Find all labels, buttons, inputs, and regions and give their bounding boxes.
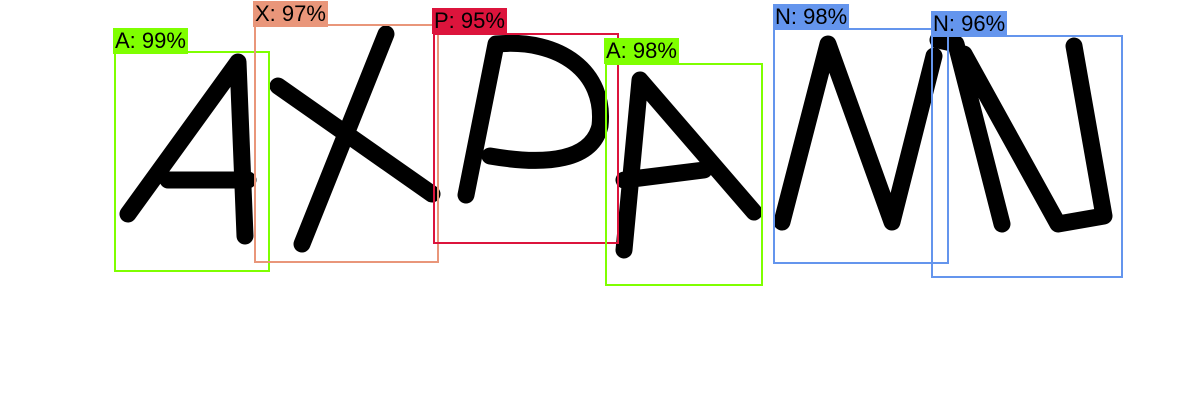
detection-box <box>931 35 1123 278</box>
letter-a-2 <box>615 71 763 259</box>
detection-label: N: 96% <box>931 11 1008 37</box>
letter-n-1 <box>773 35 943 231</box>
letter-n-2 <box>929 31 1113 233</box>
letter-a-1 <box>119 53 257 245</box>
detection-label: P: 95% <box>432 8 507 34</box>
detection-box <box>254 24 439 263</box>
detection-label: X: 97% <box>253 1 328 27</box>
detection-box <box>433 33 619 244</box>
detection-label: A: 99% <box>113 28 188 54</box>
detection-box <box>773 28 949 264</box>
detection-label: A: 98% <box>604 38 679 64</box>
letter-x <box>269 25 441 253</box>
letter-p <box>457 34 609 204</box>
detection-box <box>605 63 763 286</box>
detection-label: N: 98% <box>773 4 850 30</box>
detection-box <box>114 51 270 272</box>
